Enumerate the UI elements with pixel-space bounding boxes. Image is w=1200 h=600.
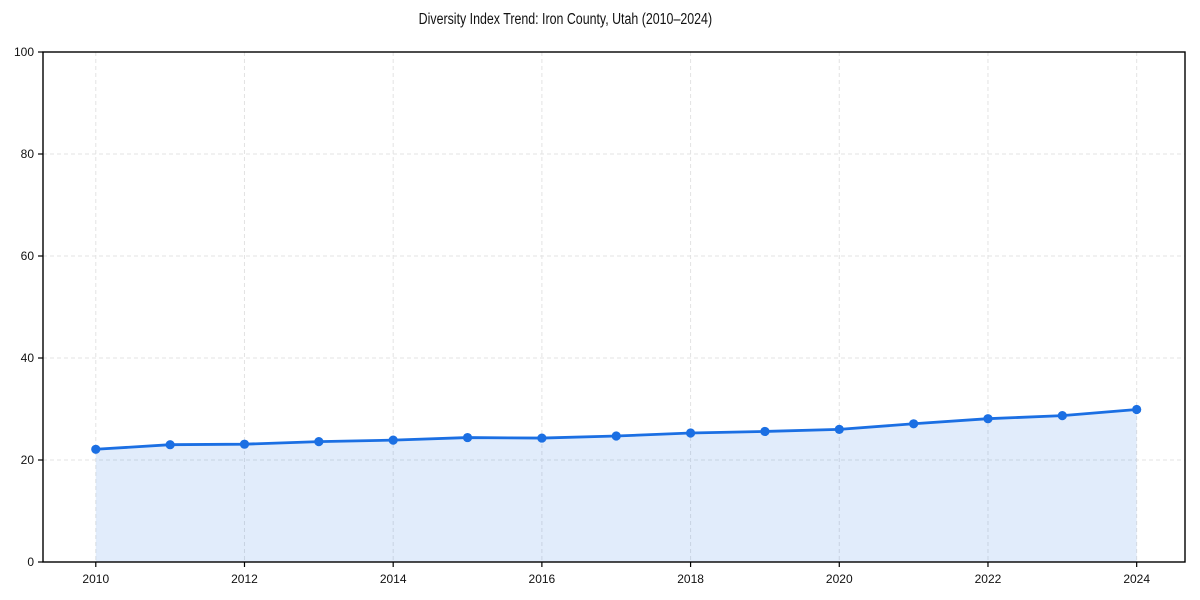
area-fill: [95, 409, 1137, 562]
x-tick-label: 2022: [975, 572, 1002, 586]
data-point-2011: [165, 440, 175, 450]
x-tick-label: 2024: [1123, 572, 1150, 586]
plot-border: [42, 51, 1186, 563]
y-tick-label: 80: [21, 147, 35, 161]
data-point-2017: [611, 431, 621, 441]
data-point-2012: [239, 439, 250, 449]
data-point-2022: [983, 414, 993, 424]
x-tick-label: 2016: [529, 572, 556, 586]
x-tick-label: 2014: [380, 572, 407, 586]
y-tick-label: 0: [27, 555, 34, 569]
data-point-2023: [1057, 411, 1067, 421]
y-tick-label: 20: [21, 453, 35, 467]
data-point-2024: [1132, 404, 1142, 415]
data-point-2018: [685, 428, 696, 438]
x-tick-label: 2012: [231, 572, 258, 586]
data-point-2020: [834, 424, 844, 434]
data-point-2010: [91, 444, 101, 454]
data-point-2016: [537, 433, 547, 443]
data-point-2015: [462, 432, 473, 443]
y-tick-label: 100: [14, 45, 34, 59]
y-tick-label: 60: [21, 249, 35, 263]
x-tick-label: 2020: [826, 572, 853, 586]
y-tick-label: 40: [21, 351, 35, 365]
data-point-2014: [388, 435, 398, 445]
data-point-2013: [314, 437, 324, 447]
x-tick-label: 2018: [677, 572, 704, 586]
x-tick-label: 2010: [82, 572, 109, 586]
data-point-2021: [909, 419, 919, 429]
data-point-2019: [760, 426, 770, 437]
